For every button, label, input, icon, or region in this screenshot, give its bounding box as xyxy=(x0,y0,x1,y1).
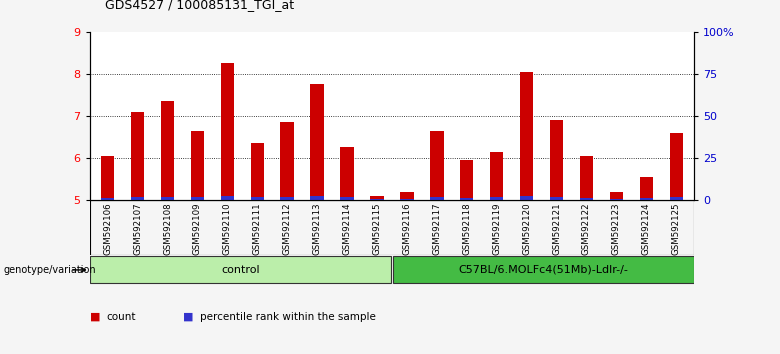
Bar xyxy=(370,199,384,200)
Text: GSM592115: GSM592115 xyxy=(373,203,381,255)
Bar xyxy=(131,112,144,200)
Bar xyxy=(161,101,174,200)
Bar xyxy=(101,156,115,200)
Bar xyxy=(400,192,413,200)
Bar xyxy=(370,196,384,200)
Text: genotype/variation: genotype/variation xyxy=(4,265,97,275)
Bar xyxy=(520,72,534,200)
Text: GSM592108: GSM592108 xyxy=(163,203,172,255)
Bar xyxy=(460,198,473,200)
Bar xyxy=(281,197,294,200)
Text: ■: ■ xyxy=(90,312,100,322)
Text: GSM592124: GSM592124 xyxy=(642,203,651,255)
Bar xyxy=(669,197,683,200)
Bar xyxy=(460,160,473,200)
Text: GSM592119: GSM592119 xyxy=(492,203,502,255)
Text: GSM592120: GSM592120 xyxy=(522,203,531,255)
Text: control: control xyxy=(222,265,261,275)
Bar xyxy=(669,133,683,200)
FancyBboxPatch shape xyxy=(90,256,392,284)
Text: percentile rank within the sample: percentile rank within the sample xyxy=(200,312,376,322)
Bar xyxy=(550,120,563,200)
Bar xyxy=(190,197,204,200)
Bar xyxy=(400,199,413,200)
Text: GSM592121: GSM592121 xyxy=(552,203,561,255)
Bar xyxy=(550,197,563,200)
Text: GSM592111: GSM592111 xyxy=(253,203,262,255)
Text: GSM592118: GSM592118 xyxy=(463,203,471,255)
Bar xyxy=(580,156,594,200)
Bar xyxy=(580,198,594,200)
Bar xyxy=(340,198,354,200)
Text: GSM592110: GSM592110 xyxy=(223,203,232,255)
Bar xyxy=(490,152,503,200)
Bar xyxy=(520,196,534,200)
Bar xyxy=(131,197,144,200)
Bar xyxy=(250,198,264,200)
Bar xyxy=(340,148,354,200)
Text: GSM592117: GSM592117 xyxy=(432,203,441,255)
Text: count: count xyxy=(107,312,136,322)
Text: ■: ■ xyxy=(183,312,193,322)
Bar xyxy=(250,143,264,200)
Bar xyxy=(190,131,204,200)
Bar xyxy=(490,198,503,200)
Bar xyxy=(640,198,653,200)
Text: GSM592109: GSM592109 xyxy=(193,203,202,255)
FancyBboxPatch shape xyxy=(392,256,693,284)
Bar xyxy=(221,63,234,200)
Text: GSM592114: GSM592114 xyxy=(342,203,352,255)
Text: GDS4527 / 100085131_TGI_at: GDS4527 / 100085131_TGI_at xyxy=(105,0,294,11)
Text: C57BL/6.MOLFc4(51Mb)-Ldlr-/-: C57BL/6.MOLFc4(51Mb)-Ldlr-/- xyxy=(458,265,628,275)
Bar xyxy=(310,196,324,200)
Text: GSM592123: GSM592123 xyxy=(612,203,621,255)
Bar xyxy=(101,198,115,200)
Text: GSM592112: GSM592112 xyxy=(282,203,292,255)
Bar xyxy=(610,199,623,200)
Text: GSM592116: GSM592116 xyxy=(402,203,411,255)
Bar xyxy=(430,197,444,200)
Bar xyxy=(281,122,294,200)
Bar xyxy=(610,192,623,200)
Text: GSM592113: GSM592113 xyxy=(313,203,321,255)
Text: GSM592122: GSM592122 xyxy=(582,203,591,255)
Bar xyxy=(310,84,324,200)
Bar xyxy=(640,177,653,200)
Bar xyxy=(430,131,444,200)
Bar xyxy=(161,197,174,200)
Text: GSM592106: GSM592106 xyxy=(103,203,112,255)
Text: GSM592125: GSM592125 xyxy=(672,203,681,255)
Bar xyxy=(221,196,234,200)
Text: GSM592107: GSM592107 xyxy=(133,203,142,255)
